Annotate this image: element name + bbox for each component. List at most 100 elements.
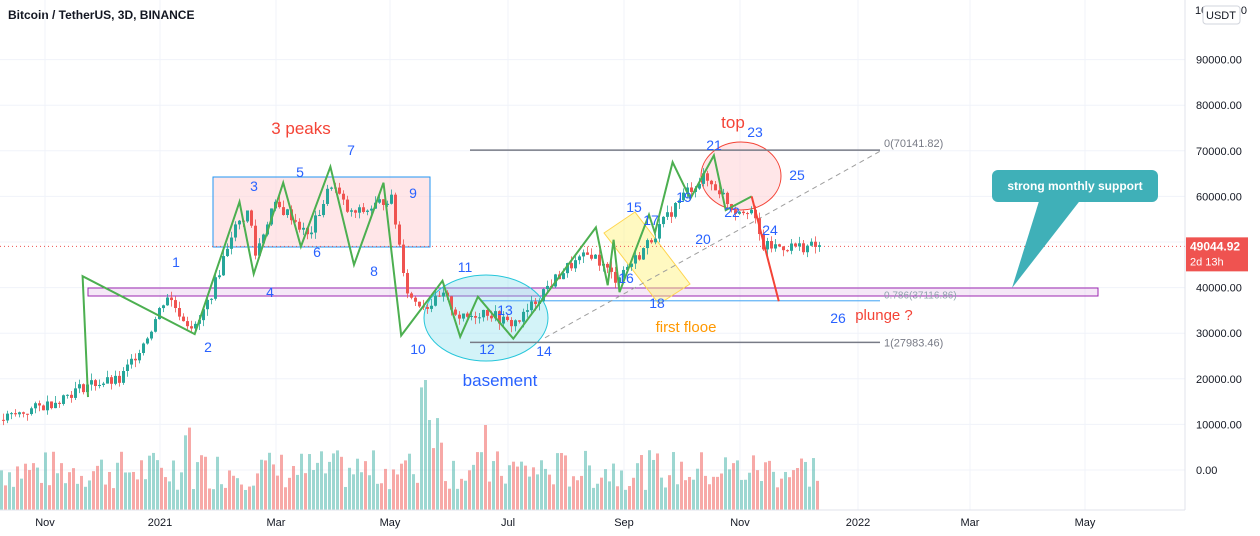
candle	[222, 256, 225, 276]
volume-bar	[532, 467, 535, 510]
volume-bar	[696, 468, 699, 510]
wave-label-4: 4	[266, 284, 274, 300]
candle	[434, 295, 437, 306]
volume-bar	[304, 473, 307, 510]
volume-bar	[424, 380, 427, 510]
candle	[66, 394, 69, 396]
volume-bar	[712, 476, 715, 510]
volume-bar	[604, 469, 607, 510]
candle	[330, 187, 333, 189]
candle	[98, 384, 101, 387]
candle	[718, 190, 721, 195]
chart-title: Bitcoin / TetherUS, 3D, BINANCE	[8, 8, 195, 22]
volume-bar	[452, 460, 455, 510]
candle	[518, 320, 521, 322]
candle	[794, 243, 797, 247]
candle	[22, 412, 25, 414]
volume-bar	[216, 456, 219, 510]
candle	[786, 250, 789, 252]
time-axis-label: May	[380, 517, 401, 529]
candle	[622, 269, 625, 278]
candle	[398, 224, 401, 245]
last-price-badge	[1186, 237, 1248, 272]
volume-bar	[624, 489, 627, 510]
volume-bar	[364, 461, 367, 510]
volume-bar	[180, 472, 183, 510]
candle	[10, 413, 13, 415]
volume-bar	[668, 475, 671, 510]
candle	[678, 200, 681, 204]
candle	[46, 401, 49, 411]
volume-bar	[52, 451, 55, 510]
candle	[38, 403, 41, 406]
time-axis-label: Nov	[35, 517, 55, 529]
volume-bar	[488, 481, 491, 510]
volume-bar	[368, 475, 371, 510]
time-axis-label: Nov	[730, 517, 750, 529]
volume-bar	[768, 460, 771, 510]
price-axis-label: 30000.00	[1196, 328, 1242, 340]
volume-bar	[236, 478, 239, 510]
volume-bar	[88, 480, 91, 510]
volume-bar	[92, 471, 95, 510]
volume-bar	[800, 458, 803, 510]
volume-bar	[8, 472, 11, 510]
candle	[418, 301, 421, 307]
volume-bar	[672, 452, 675, 510]
price-axis-label: 70000.00	[1196, 146, 1242, 158]
volume-bar	[228, 470, 231, 510]
volume-bar	[508, 465, 511, 510]
candle	[642, 248, 645, 260]
price-axis-label: 20000.00	[1196, 374, 1242, 386]
candle	[650, 240, 653, 243]
candle	[322, 203, 325, 216]
volume-bar	[212, 489, 215, 510]
volume-bar	[248, 486, 251, 510]
volume-bar	[528, 476, 531, 510]
volume-bar	[24, 463, 27, 510]
volume-bar	[760, 481, 763, 510]
candle	[234, 224, 237, 238]
volume-bar	[204, 456, 207, 510]
candle	[122, 370, 125, 383]
candle	[238, 220, 241, 225]
volume-bar	[100, 459, 103, 510]
wave-label-5: 5	[296, 164, 304, 180]
volume-bar	[272, 464, 275, 510]
candle	[526, 310, 529, 312]
volume-bar	[28, 470, 31, 510]
volume-bar	[352, 474, 355, 510]
candle	[710, 180, 713, 185]
candle	[670, 212, 673, 217]
candle	[94, 380, 97, 387]
callout-pointer	[1012, 198, 1082, 288]
candle	[618, 277, 621, 283]
volume-bar	[176, 489, 179, 510]
volume-bar	[540, 460, 543, 510]
price-axis-label: 60000.00	[1196, 191, 1242, 203]
candle	[646, 240, 649, 249]
candle	[682, 192, 685, 201]
candle	[142, 343, 145, 354]
candle	[294, 220, 297, 222]
candle	[630, 263, 633, 267]
wave-label-24: 24	[762, 222, 778, 238]
candle	[226, 248, 229, 257]
volume-bar	[108, 471, 111, 510]
volume-bar	[392, 469, 395, 510]
candle	[178, 308, 181, 317]
candle	[42, 405, 45, 411]
candle	[442, 292, 445, 297]
candle	[662, 216, 665, 225]
volume-bar	[276, 475, 279, 510]
candle	[350, 210, 353, 212]
dashed-trendline	[544, 149, 883, 339]
candle	[430, 305, 433, 309]
candle	[746, 213, 749, 215]
volume-bar	[680, 461, 683, 510]
candle	[90, 380, 93, 385]
volume-bar	[292, 465, 295, 510]
volume-bar	[720, 473, 723, 510]
volume-bar	[432, 448, 435, 510]
